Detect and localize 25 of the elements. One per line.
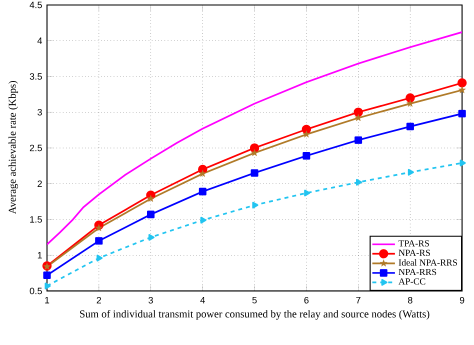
y-tick-label: 3.5 <box>30 73 42 80</box>
y-tick-label: 2 <box>38 180 42 188</box>
legend-label: TPA-RS <box>398 240 429 247</box>
legend-label: Ideal NPA-RRS <box>398 259 457 266</box>
x-tick-label: 6 <box>304 297 309 304</box>
y-axis-title: Average achievable rate (Kbps) <box>8 81 18 214</box>
y-tick-label: 4 <box>37 38 42 44</box>
x-tick-label: 8 <box>408 297 412 304</box>
x-axis-title: Sum of individual transmit power consumed by the relay and source nodes (Watts) <box>80 310 430 320</box>
y-tick-label: 3 <box>38 109 42 116</box>
x-tick-label: 2 <box>96 297 102 304</box>
x-tick-label: 3 <box>148 297 153 304</box>
legend-label: NPA-RRS <box>398 269 436 276</box>
x-tick-label: 4 <box>200 297 205 304</box>
x-tick-label: 9 <box>460 297 464 304</box>
y-tick-label: 0.5 <box>30 288 42 294</box>
x-tick-label: 1 <box>45 297 50 304</box>
y-tick-label: 4.5 <box>30 2 42 8</box>
legend-label: AP-CC <box>398 278 426 285</box>
x-tick-label: 5 <box>252 297 257 304</box>
y-tick-label: 1 <box>38 252 42 259</box>
y-tick-label: 1.5 <box>30 216 42 223</box>
y-tick-label: 2.5 <box>30 144 42 152</box>
x-tick-label: 7 <box>356 297 360 304</box>
legend-label: NPA-RS <box>398 250 430 256</box>
